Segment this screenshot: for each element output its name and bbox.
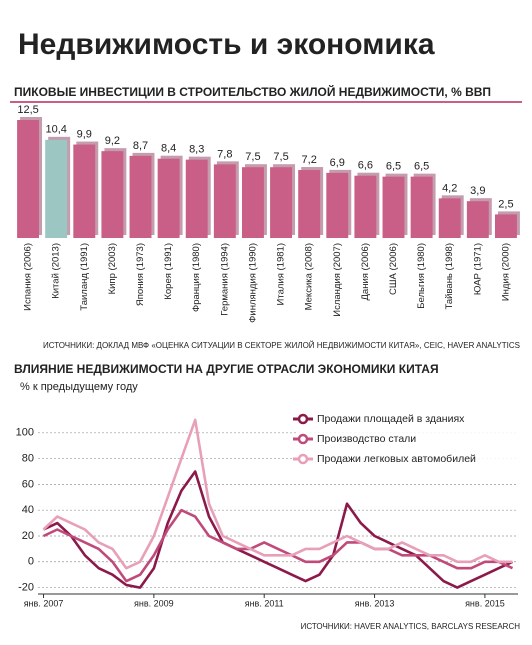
y-tick-label: -20 (18, 581, 34, 593)
bar (241, 167, 264, 238)
value-label: 2,5 (498, 198, 513, 210)
bar-source: ИСТОЧНИКИ: ДОКЛАД МВФ «ОЦЕНКА СИТУАЦИИ В… (43, 341, 520, 350)
category-label: Бельгия (1980) (416, 243, 427, 309)
bar (213, 164, 236, 238)
x-tick-label: янв. 2011 (245, 598, 284, 608)
value-label: 9,2 (105, 135, 120, 147)
y-tick-label: 100 (16, 427, 34, 439)
bar (129, 155, 152, 238)
y-axis-label: % к предыдущему году (20, 381, 138, 393)
category-label: Таиланд (1991) (79, 243, 90, 311)
category-label: Исландия (2007) (332, 243, 343, 317)
value-label: 7,5 (273, 151, 288, 163)
series-line (42, 418, 513, 570)
category-label: Мексика (2008) (304, 243, 315, 310)
value-label: 6,6 (358, 160, 373, 172)
legend-label: Продажи легковых автомобилей (317, 453, 476, 465)
value-label: 8,4 (161, 143, 176, 155)
bar (270, 167, 293, 238)
value-label: 7,5 (245, 151, 260, 163)
bar (410, 176, 433, 238)
legend-bg (296, 431, 518, 447)
bar (494, 214, 517, 238)
category-label: Япония (1973) (135, 243, 146, 306)
category-label: ЮАР (1971) (472, 243, 483, 295)
bar (185, 159, 208, 238)
category-label: Тайвань (1998) (444, 243, 455, 310)
category-label: Италия (1981) (276, 243, 287, 305)
category-label: Кипр (2003) (107, 243, 118, 294)
bar-title: ПИКОВЫЕ ИНВЕСТИЦИИ В СТРОИТЕЛЬСТВО ЖИЛОЙ… (14, 84, 491, 99)
value-label: 6,5 (414, 161, 429, 173)
value-label: 3,9 (470, 185, 485, 197)
bar (326, 172, 349, 238)
legend-bg (296, 411, 518, 427)
value-label: 9,9 (77, 128, 92, 140)
category-label: Франция (1980) (191, 243, 202, 312)
bar (354, 175, 377, 238)
x-tick-label: янв. 2007 (24, 598, 64, 608)
legend-marker (297, 413, 309, 425)
series-line (42, 508, 514, 583)
y-tick-label: 40 (22, 504, 34, 516)
value-label: 12,5 (17, 104, 38, 116)
value-label: 7,8 (217, 148, 232, 160)
bar (466, 201, 489, 238)
value-label: 6,5 (386, 161, 401, 173)
category-label: Китай (2013) (51, 243, 62, 299)
value-label: 4,2 (442, 182, 457, 194)
line-source: ИСТОЧНИКИ: HAVER ANALYTICS, BARCLAYS RES… (301, 622, 521, 631)
category-label: Индия (2000) (500, 243, 511, 301)
category-label: Германия (1994) (219, 243, 230, 316)
category-label: Дания (2006) (360, 243, 371, 301)
value-label: 6,9 (330, 157, 345, 169)
legend-marker (297, 433, 309, 445)
category-label: Финляндия (1990) (247, 243, 258, 323)
value-label: 8,7 (133, 140, 148, 152)
y-tick-label: 0 (28, 556, 34, 568)
bar (73, 144, 96, 238)
bar (17, 120, 40, 238)
value-label: 8,3 (189, 144, 204, 156)
page-title: Недвижимость и экономика (18, 28, 435, 61)
value-label: 7,2 (302, 154, 317, 166)
y-tick-label: 20 (22, 530, 34, 542)
bar (438, 198, 461, 238)
x-tick-label: янв. 2009 (134, 598, 174, 608)
y-tick-label: 80 (22, 452, 34, 464)
legend-bg (296, 451, 518, 467)
bar (45, 139, 68, 238)
category-label: США (2006) (388, 243, 399, 295)
x-tick-label: янв. 2013 (355, 598, 395, 608)
y-tick-label: 60 (22, 478, 34, 490)
bar (157, 158, 180, 238)
category-label: Корея (1991) (163, 243, 174, 300)
bar (298, 170, 321, 238)
legend-label: Производство стали (317, 433, 416, 445)
legend-label: Продажи площадей в зданиях (317, 413, 465, 425)
bar (101, 151, 124, 238)
category-label: Испания (2006) (23, 243, 34, 311)
value-label: 10,4 (45, 124, 66, 136)
x-tick-label: янв. 2015 (465, 598, 505, 608)
line-title: ВЛИЯНИЕ НЕДВИЖИМОСТИ НА ДРУГИЕ ОТРАСЛИ Э… (14, 362, 439, 376)
series-line (42, 470, 514, 589)
legend-marker (297, 453, 309, 465)
bar (382, 176, 405, 238)
